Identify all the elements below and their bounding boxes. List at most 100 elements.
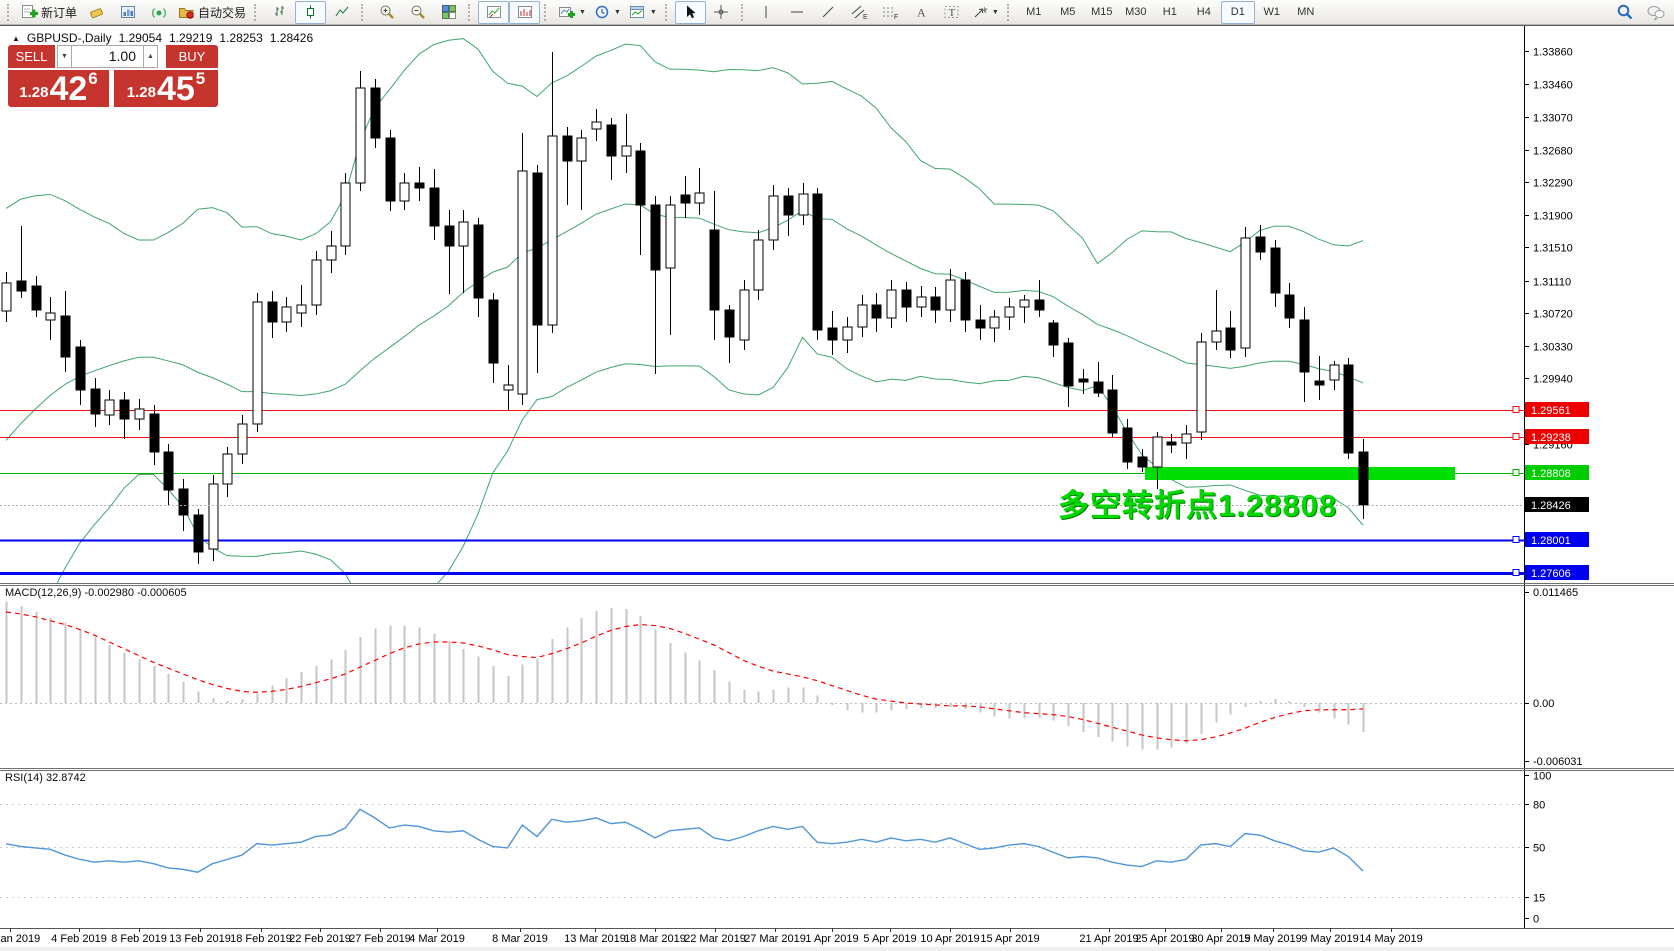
crosshair-tool-button[interactable] xyxy=(706,1,737,24)
date-label: 22 Feb 2019 xyxy=(289,933,351,945)
line-anchor-handle[interactable] xyxy=(1512,433,1520,440)
autotrade-icon xyxy=(179,8,194,19)
new-order-button[interactable]: 新订单 xyxy=(17,1,81,24)
line-chart-mode-button[interactable] xyxy=(326,1,357,24)
candle xyxy=(281,297,292,332)
bollinger-lower-band xyxy=(56,336,1364,583)
market-watch-button[interactable] xyxy=(112,1,143,24)
toolbar-grip xyxy=(7,3,13,21)
highlight-bar[interactable] xyxy=(1145,467,1455,480)
styler-button[interactable] xyxy=(81,1,112,24)
candle xyxy=(444,210,455,294)
annotation-text[interactable]: 多空转折点1.28808 xyxy=(1058,488,1338,523)
candle xyxy=(724,305,735,363)
fibonacci-tool-button[interactable]: F xyxy=(875,1,906,24)
candle xyxy=(680,176,691,218)
buy-price-prefix: 1.28 xyxy=(126,84,156,101)
timeframe-m1-button[interactable]: M1 xyxy=(1017,1,1051,24)
bar-chart-mode-button[interactable] xyxy=(264,1,295,24)
zoom-in-button[interactable] xyxy=(371,1,402,24)
candle xyxy=(532,165,543,373)
toolbar-grip xyxy=(1006,3,1013,21)
indicator-window-toggle[interactable] xyxy=(509,0,541,24)
price-tick-label: 1.29940 xyxy=(1533,374,1573,386)
candle xyxy=(163,444,174,505)
timeframe-m5-button[interactable]: M5 xyxy=(1051,1,1085,24)
candle xyxy=(267,291,278,338)
price-line-badge-label: 1.28426 xyxy=(1531,500,1571,512)
timeframe-m15-button[interactable]: M15 xyxy=(1085,1,1119,24)
cursor-tool-button[interactable] xyxy=(674,0,706,24)
timeframe-d1-button[interactable]: D1 xyxy=(1220,0,1255,24)
candle xyxy=(975,305,986,340)
vertical-line-tool-button[interactable] xyxy=(751,1,782,24)
timeframe-label: MN xyxy=(1297,6,1315,18)
templates-button[interactable]: ▼ xyxy=(625,1,661,24)
chat-button[interactable] xyxy=(1640,1,1671,24)
candle xyxy=(60,291,71,372)
candle xyxy=(709,191,720,340)
candle xyxy=(488,293,499,383)
date-label: 8 Mar 2019 xyxy=(492,933,548,945)
timeframe-w1-button[interactable]: W1 xyxy=(1255,1,1289,24)
buy-button[interactable]: BUY xyxy=(166,45,218,68)
candle xyxy=(45,297,56,340)
arrows-tool-button[interactable]: ▼ xyxy=(968,1,1003,24)
rsi-line xyxy=(5,808,1364,873)
data-window-toggle[interactable] xyxy=(478,0,510,24)
candle xyxy=(650,196,661,374)
timeframe-label: M1 xyxy=(1026,6,1042,18)
tile-windows-button[interactable] xyxy=(433,1,464,24)
volume-input[interactable]: 1.00 xyxy=(72,45,143,68)
label-tool-button[interactable]: T xyxy=(937,1,968,24)
horizontal-line-tool-button[interactable] xyxy=(782,1,813,24)
buy-price-tile[interactable]: 1.28 45 5 xyxy=(114,69,218,107)
candle xyxy=(606,118,617,180)
trendline-tool-button[interactable] xyxy=(813,1,844,24)
candle xyxy=(798,183,809,225)
candle xyxy=(193,509,204,564)
search-button[interactable] xyxy=(1609,1,1640,24)
candle xyxy=(458,210,469,293)
rsi-axis-label: 50 xyxy=(1533,843,1545,855)
line-anchor-handle[interactable] xyxy=(1512,536,1520,543)
timeframe-m30-button[interactable]: M30 xyxy=(1119,1,1153,24)
timeframe-h1-button[interactable]: H1 xyxy=(1153,1,1187,24)
dropdown-caret-icon: ▼ xyxy=(649,8,657,16)
add-indicator-button[interactable]: ▼ xyxy=(554,1,590,24)
collapse-panel-icon[interactable]: ▲ xyxy=(12,33,20,43)
volume-increase-button[interactable]: ▲ xyxy=(143,45,158,68)
candle xyxy=(1,272,12,322)
main-toolbar: 新订单 自动交易 xyxy=(0,0,1674,25)
autotrading-button[interactable]: 自动交易 xyxy=(174,1,250,24)
toolbar-grip xyxy=(468,3,474,21)
text-tool-button[interactable]: A xyxy=(906,1,937,24)
date-label: 13 Mar 2019 xyxy=(564,933,626,945)
bollinger-middle-band xyxy=(5,203,1364,441)
price-tick-label: 1.31110 xyxy=(1533,277,1571,289)
price-line-badge-label: 1.28808 xyxy=(1531,468,1571,480)
line-anchor-handle[interactable] xyxy=(1512,469,1520,476)
channel-tool-button[interactable]: E xyxy=(844,1,875,24)
candle xyxy=(1093,362,1104,397)
zoom-out-button[interactable] xyxy=(402,1,433,24)
timeframe-mn-button[interactable]: MN xyxy=(1289,1,1323,24)
timeframe-h4-button[interactable]: H4 xyxy=(1187,1,1221,24)
signals-button[interactable] xyxy=(143,1,174,24)
candle xyxy=(857,295,868,337)
candlestick-mode-button[interactable] xyxy=(295,0,327,24)
candle xyxy=(517,133,528,405)
candle xyxy=(1107,375,1118,437)
sell-price-tile[interactable]: 1.28 42 6 xyxy=(8,69,109,107)
candle xyxy=(665,196,676,335)
line-anchor-handle[interactable] xyxy=(1512,406,1520,413)
volume-decrease-button[interactable]: ▼ xyxy=(57,45,72,68)
line-anchor-handle[interactable] xyxy=(1512,569,1520,576)
periods-button[interactable]: ▼ xyxy=(590,1,625,24)
candle xyxy=(827,311,838,355)
sell-button[interactable]: SELL xyxy=(8,45,55,68)
signal-icon xyxy=(151,7,166,19)
candle xyxy=(901,282,912,322)
candle xyxy=(104,390,115,425)
candle xyxy=(149,405,160,465)
